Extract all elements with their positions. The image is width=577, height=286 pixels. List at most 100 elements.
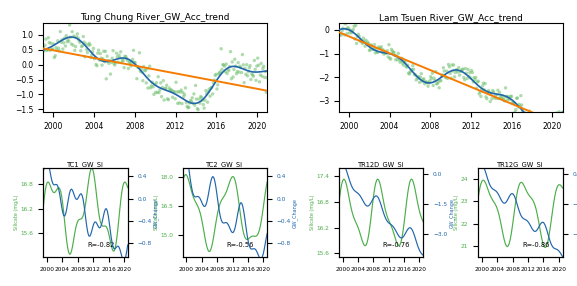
Point: [111, 60, 120, 65]
Point: [223, 71, 232, 76]
Point: [508, 100, 517, 105]
Point: [241, 66, 250, 71]
Text: R=-0.82: R=-0.82: [87, 242, 115, 248]
Point: [200, 98, 209, 102]
Point: [554, 110, 564, 114]
Point: [392, 54, 401, 58]
Point: [226, 49, 235, 54]
Point: [465, 70, 474, 75]
Point: [402, 64, 411, 69]
Point: [375, 46, 384, 51]
Point: [193, 107, 203, 112]
Point: [115, 55, 125, 60]
Point: [493, 88, 503, 93]
Text: R=-0.86: R=-0.86: [522, 242, 549, 248]
Point: [408, 63, 417, 68]
Point: [248, 73, 257, 77]
Point: [102, 77, 111, 81]
Point: [194, 97, 204, 101]
Point: [359, 36, 368, 40]
Point: [148, 85, 158, 89]
Point: [432, 82, 441, 86]
Point: [441, 76, 451, 80]
Point: [467, 68, 476, 73]
Point: [67, 42, 76, 46]
Point: [48, 47, 57, 51]
Point: [354, 34, 364, 39]
Point: [470, 75, 479, 80]
Point: [63, 37, 73, 42]
Point: [89, 46, 98, 51]
Point: [492, 92, 501, 97]
Point: [395, 60, 404, 64]
Point: [497, 93, 507, 98]
Point: [92, 63, 102, 68]
Point: [418, 79, 427, 84]
Point: [363, 40, 372, 44]
Point: [506, 94, 515, 99]
Point: [527, 112, 537, 116]
Point: [359, 39, 369, 43]
Point: [175, 90, 185, 94]
Point: [424, 84, 433, 88]
Point: [411, 78, 421, 82]
Point: [406, 70, 415, 74]
Point: [177, 88, 186, 92]
Point: [65, 23, 74, 27]
Point: [430, 78, 440, 83]
Point: [229, 67, 238, 72]
Point: [496, 95, 505, 99]
Point: [469, 80, 478, 84]
Point: [511, 107, 520, 112]
Point: [522, 119, 531, 124]
Point: [451, 70, 460, 75]
Point: [81, 42, 91, 46]
Point: [387, 47, 396, 51]
Title: Lam Tsuen River_GW_Acc_trend: Lam Tsuen River_GW_Acc_trend: [379, 13, 523, 22]
Point: [54, 46, 63, 51]
Point: [369, 47, 379, 51]
Point: [78, 43, 87, 48]
Point: [161, 86, 170, 91]
Point: [436, 78, 445, 83]
Point: [552, 121, 561, 125]
Point: [478, 84, 487, 88]
Point: [208, 92, 218, 96]
Point: [155, 88, 164, 92]
Point: [167, 88, 177, 92]
Point: [350, 37, 359, 41]
Point: [365, 48, 374, 53]
Point: [209, 78, 219, 82]
Point: [59, 41, 68, 45]
Point: [135, 51, 144, 55]
Point: [96, 56, 106, 60]
Point: [557, 117, 567, 122]
Point: [203, 100, 212, 104]
Point: [46, 41, 55, 45]
Point: [440, 69, 449, 73]
Point: [149, 92, 159, 97]
Point: [105, 58, 114, 63]
Point: [551, 111, 560, 116]
Point: [413, 74, 422, 79]
Point: [483, 90, 492, 94]
Title: TC1_GW_Si: TC1_GW_Si: [67, 161, 104, 168]
Point: [366, 47, 375, 52]
Y-axis label: GW_Change: GW_Change: [293, 198, 298, 228]
Point: [260, 75, 269, 80]
Point: [447, 63, 456, 67]
Point: [427, 76, 436, 81]
Point: [214, 72, 223, 76]
Title: Tung Chung River_GW_Acc_trend: Tung Chung River_GW_Acc_trend: [80, 13, 230, 22]
Point: [418, 77, 428, 82]
Point: [404, 71, 413, 76]
Point: [41, 37, 50, 41]
Point: [241, 72, 250, 77]
Point: [433, 81, 442, 86]
Point: [490, 96, 499, 100]
Point: [156, 81, 166, 85]
Point: [212, 87, 222, 91]
Point: [153, 90, 162, 95]
Point: [228, 75, 238, 79]
Point: [87, 55, 96, 60]
